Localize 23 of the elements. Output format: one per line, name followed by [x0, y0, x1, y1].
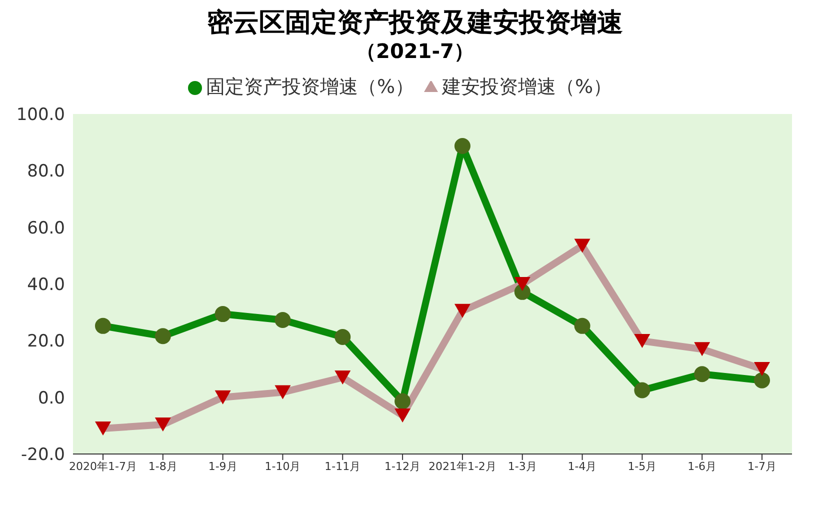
x-tick-label: 1-12月 [384, 460, 421, 473]
legend-label: 固定资产投资增速（%） [206, 76, 414, 98]
y-tick-label: 60.0 [27, 218, 65, 238]
chart-title: 密云区固定资产投资及建安投资增速 [206, 8, 624, 38]
chart-subtitle: （2021-7） [355, 38, 475, 64]
x-tick-label: 1-4月 [568, 460, 597, 473]
y-tick-label: 0.0 [38, 388, 65, 408]
y-tick-label: 40.0 [27, 275, 65, 296]
x-tick-label: 1-6月 [688, 460, 717, 473]
y-tick-label: 80.0 [27, 162, 65, 182]
x-tick-label: 2021年1-2月 [428, 460, 496, 473]
y-tick-label: -20.0 [21, 445, 65, 466]
x-tick-label: 2020年1-7月 [69, 460, 137, 473]
x-tick-label: 1-10月 [264, 460, 301, 473]
x-tick-label: 1-9月 [208, 460, 238, 473]
x-tick-label: 1-3月 [508, 460, 537, 473]
x-tick-label: 1-11月 [324, 460, 361, 473]
legend-label: 建安投资增速（%） [442, 76, 612, 98]
x-tick-label: 1-8月 [148, 460, 178, 473]
x-tick-label: 1-5月 [628, 460, 657, 473]
y-tick-label: 100.0 [16, 105, 65, 126]
x-tick-label: 1-7月 [748, 460, 776, 473]
y-tick-label: 20.0 [27, 332, 65, 352]
